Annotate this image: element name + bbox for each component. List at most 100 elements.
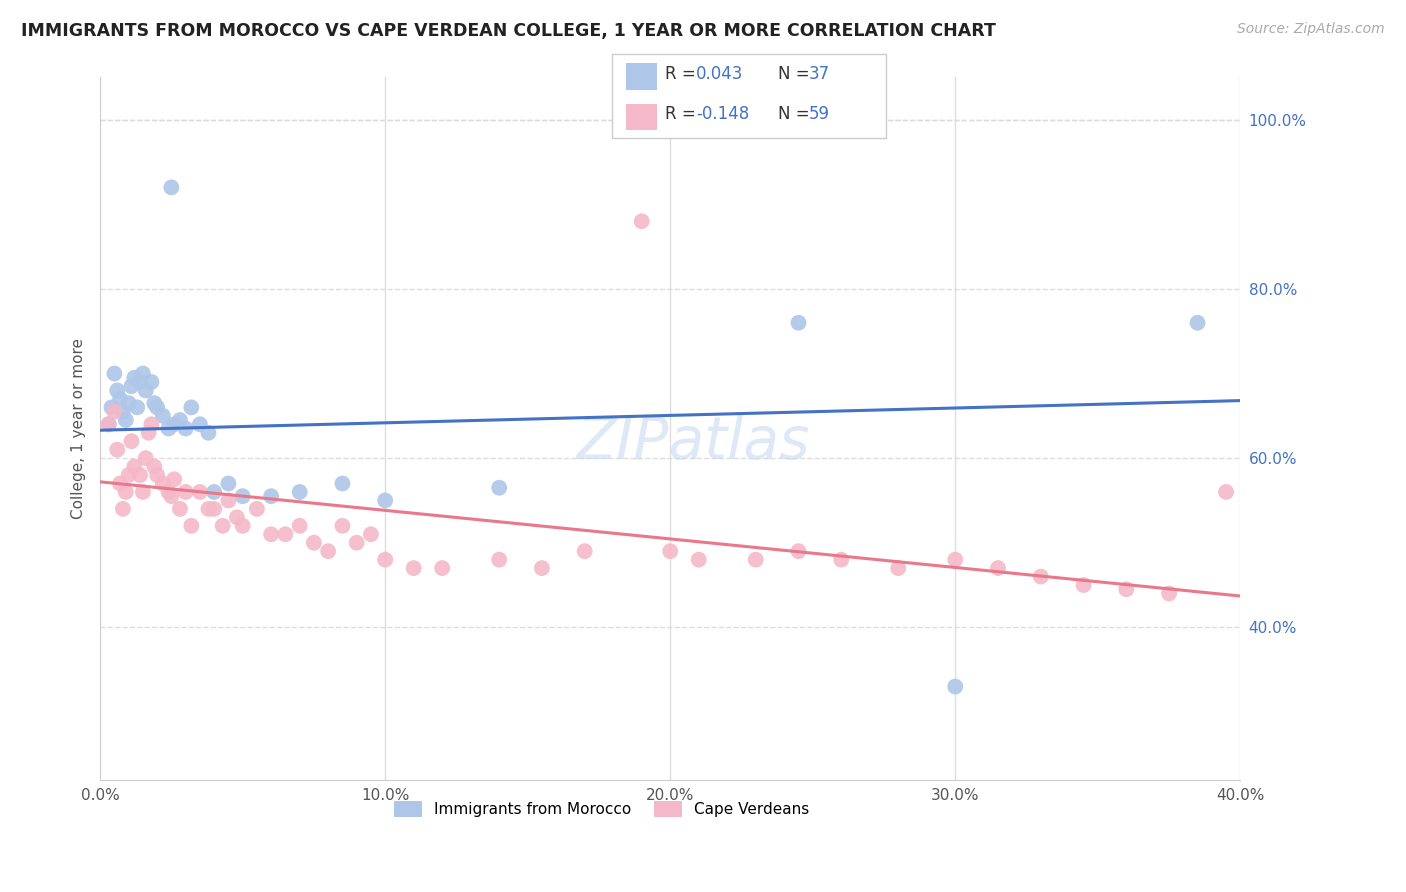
Point xyxy=(430,561,453,575)
Point xyxy=(180,401,202,415)
Text: R =: R = xyxy=(665,64,702,83)
Point xyxy=(129,375,152,389)
Point xyxy=(943,680,966,694)
Text: ZIPatlas: ZIPatlas xyxy=(576,414,810,471)
Point xyxy=(127,401,149,415)
Point xyxy=(124,459,146,474)
Point xyxy=(332,518,354,533)
Point xyxy=(374,493,396,508)
Point xyxy=(260,489,283,503)
Point xyxy=(211,518,233,533)
Point xyxy=(105,442,128,457)
Point xyxy=(226,510,249,524)
Point xyxy=(288,485,311,500)
Point xyxy=(160,180,183,194)
Point xyxy=(163,417,186,432)
Point xyxy=(574,544,596,558)
Point xyxy=(402,561,425,575)
Point xyxy=(169,413,191,427)
Text: N =: N = xyxy=(778,64,814,83)
Point xyxy=(745,552,768,566)
Point xyxy=(232,518,254,533)
Point xyxy=(141,375,163,389)
Point xyxy=(188,417,211,432)
Point xyxy=(659,544,682,558)
Point xyxy=(97,417,120,432)
Point xyxy=(987,561,1010,575)
Point xyxy=(188,485,211,500)
Text: N =: N = xyxy=(778,105,814,123)
Point xyxy=(141,417,163,432)
Point xyxy=(197,502,219,516)
Text: 0.043: 0.043 xyxy=(696,64,744,83)
Point xyxy=(97,417,120,432)
Point xyxy=(1187,316,1209,330)
Y-axis label: College, 1 year or more: College, 1 year or more xyxy=(72,338,86,519)
Point xyxy=(787,316,810,330)
Point xyxy=(163,472,186,486)
Point xyxy=(114,485,136,500)
Point xyxy=(114,413,136,427)
Point xyxy=(274,527,297,541)
Point xyxy=(316,544,339,558)
Point xyxy=(100,401,122,415)
Point xyxy=(787,544,810,558)
Point xyxy=(288,518,311,533)
Point xyxy=(135,384,157,398)
Point xyxy=(217,476,239,491)
Text: IMMIGRANTS FROM MOROCCO VS CAPE VERDEAN COLLEGE, 1 YEAR OR MORE CORRELATION CHAR: IMMIGRANTS FROM MOROCCO VS CAPE VERDEAN … xyxy=(21,22,995,40)
Point xyxy=(246,502,269,516)
Point xyxy=(630,214,652,228)
Point xyxy=(360,527,382,541)
Point xyxy=(132,485,155,500)
Point xyxy=(135,451,157,466)
Point xyxy=(830,552,852,566)
Point xyxy=(132,367,155,381)
Point xyxy=(202,502,225,516)
Point xyxy=(217,493,239,508)
Point xyxy=(146,401,169,415)
Point xyxy=(146,468,169,483)
Text: Source: ZipAtlas.com: Source: ZipAtlas.com xyxy=(1237,22,1385,37)
Point xyxy=(302,535,325,549)
Point xyxy=(1157,586,1180,600)
Point xyxy=(688,552,710,566)
Point xyxy=(174,421,197,435)
Point xyxy=(108,476,131,491)
Point xyxy=(143,459,166,474)
Point xyxy=(117,468,139,483)
Point xyxy=(174,485,197,500)
Point xyxy=(138,425,160,440)
Point xyxy=(160,489,183,503)
Point xyxy=(1073,578,1095,592)
Point xyxy=(169,502,191,516)
Point xyxy=(121,434,143,449)
Point xyxy=(111,404,134,418)
Point xyxy=(152,476,174,491)
Point xyxy=(488,481,510,495)
Point xyxy=(157,485,180,500)
Point xyxy=(346,535,368,549)
Point xyxy=(124,371,146,385)
Point xyxy=(260,527,283,541)
Point xyxy=(117,396,139,410)
Point xyxy=(108,392,131,406)
Point xyxy=(202,485,225,500)
Point xyxy=(1029,569,1052,583)
Point xyxy=(374,552,396,566)
Point xyxy=(157,421,180,435)
Point xyxy=(152,409,174,423)
Point xyxy=(111,502,134,516)
Text: 37: 37 xyxy=(808,64,830,83)
Legend: Immigrants from Morocco, Cape Verdeans: Immigrants from Morocco, Cape Verdeans xyxy=(387,793,817,824)
Point xyxy=(129,468,152,483)
Point xyxy=(887,561,910,575)
Point xyxy=(232,489,254,503)
Point xyxy=(1215,485,1237,500)
Point xyxy=(530,561,553,575)
Point xyxy=(103,404,125,418)
Point xyxy=(197,425,219,440)
Point xyxy=(943,552,966,566)
Point xyxy=(180,518,202,533)
Point xyxy=(121,379,143,393)
